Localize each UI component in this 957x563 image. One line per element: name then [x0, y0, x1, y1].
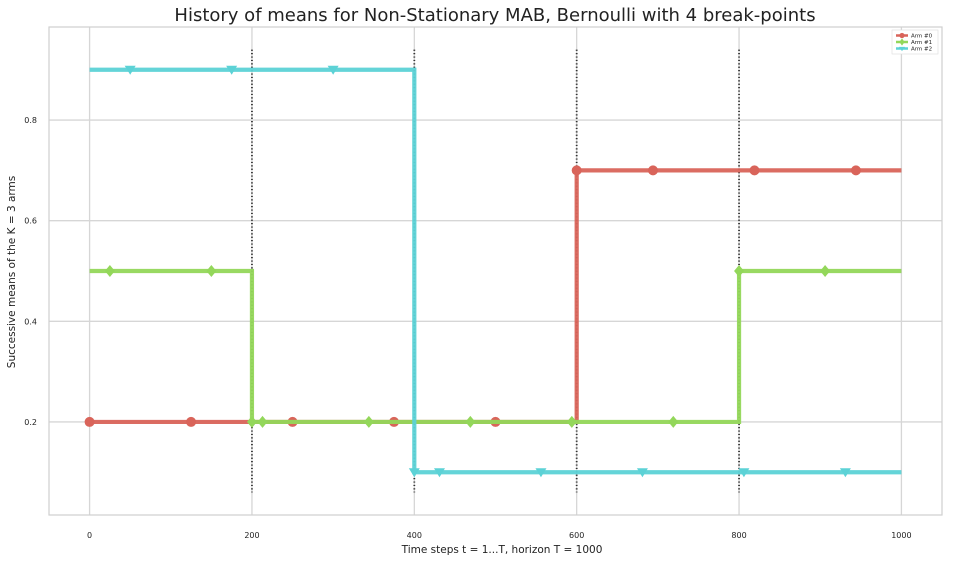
data-point	[433, 468, 445, 478]
x-axis-label: Time steps t = 1...T, horizon T = 1000	[401, 544, 603, 556]
x-tick-label: 600	[569, 531, 584, 540]
y-tick-label: 0.2	[24, 418, 37, 427]
data-point	[363, 415, 374, 428]
data-point	[749, 165, 760, 176]
data-point	[104, 265, 115, 277]
data-point	[566, 415, 577, 428]
series-line	[89, 168, 902, 425]
plot-frame	[48, 26, 943, 516]
data-point	[465, 415, 476, 428]
data-point	[850, 165, 861, 176]
x-tick-label: 1000	[891, 531, 911, 540]
data-point	[535, 468, 547, 478]
data-point	[257, 415, 268, 428]
data-point	[647, 165, 658, 176]
series-arm-2	[89, 65, 902, 478]
y-tick-label: 0.6	[24, 217, 37, 226]
data-point	[738, 468, 750, 478]
data-point	[186, 416, 197, 427]
data-point	[226, 65, 238, 75]
data-point	[898, 46, 906, 52]
legend-label: Arm #2	[911, 47, 932, 53]
data-point	[327, 65, 339, 75]
y-tick-label: 0.8	[24, 116, 37, 125]
data-point	[668, 415, 679, 428]
data-point	[206, 265, 217, 277]
x-tick-label: 200	[244, 531, 259, 540]
data-point	[84, 416, 95, 427]
series-layer	[84, 65, 902, 478]
data-point	[820, 265, 831, 277]
chart-title: History of means for Non-Stationary MAB,…	[174, 5, 815, 26]
x-tick-label: 400	[407, 531, 422, 540]
data-point	[408, 468, 420, 478]
series-arm-0	[84, 165, 902, 427]
data-point	[734, 265, 745, 277]
data-point	[839, 468, 851, 478]
y-axis-label: Successive means of the K = 3 arms	[6, 176, 18, 368]
data-point	[571, 165, 582, 176]
x-tick-label: 0	[87, 531, 92, 540]
legend-label: Arm #1	[911, 40, 932, 46]
x-tick-label: 800	[731, 531, 746, 540]
data-point	[246, 415, 257, 428]
data-point	[636, 468, 648, 478]
data-point	[899, 38, 905, 46]
tick-labels: 0 200 400 600 800 1000 0.2 0.4 0.6 0.8	[24, 116, 911, 540]
legend-label: Arm #0	[911, 34, 933, 40]
data-point	[124, 65, 136, 75]
data-point	[899, 32, 905, 39]
y-tick-label: 0.4	[24, 317, 37, 326]
series-arm-1	[89, 265, 902, 428]
series-line	[89, 268, 902, 425]
